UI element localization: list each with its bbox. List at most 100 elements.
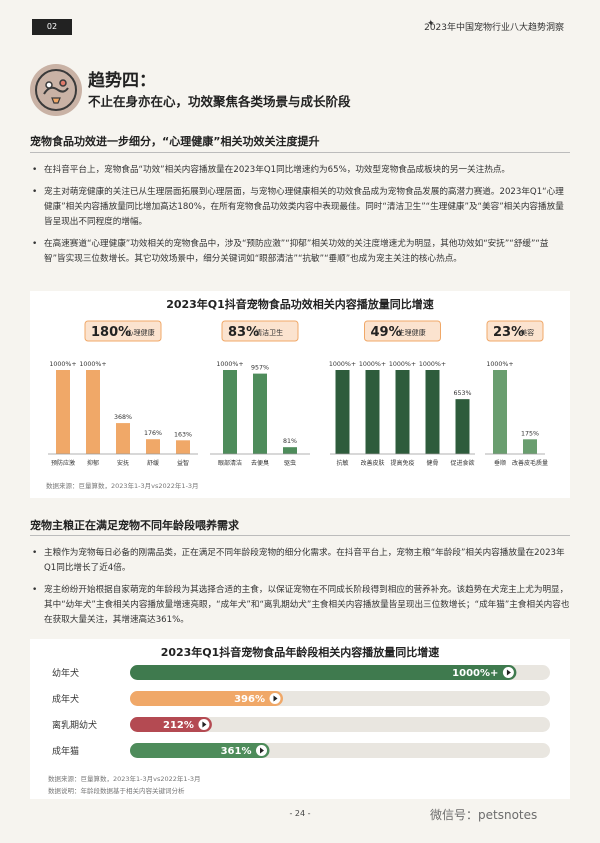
category-label: 舒缓 [147,459,159,467]
bar-眼部清洁 [223,370,237,454]
bullet-item: 在抖音平台上，宠物食品“功效”相关内容播放量在2023年Q1同比增速约为65%，… [30,163,570,178]
section-rule [30,152,570,153]
bar-value-label: 1000%+ [216,361,243,368]
report-title: 2023年中国宠物行业八大趋势洞察 [424,23,564,33]
age-chart-card: 2023年Q1抖音宠物食品年龄段相关内容播放量同比增速 幼年犬 1000%+ 成年犬… [30,639,570,799]
bar-益智 [176,440,190,454]
play-icon [506,669,511,676]
bar-改善皮毛质量 [523,439,537,454]
play-icon [273,695,278,702]
bar-健骨 [425,370,440,454]
bullet-item: 主粮作为宠物每日必备的刚需品类，正在满足不同年龄段宠物的细分化需求。在抖音平台上… [30,546,570,576]
bar-track [130,717,550,732]
bar-value-label: 175% [521,430,539,437]
group-name-label: 清洁卫生 [255,328,283,337]
section-heading-efficacy: 宠物食品功效进一步细分，“心理健康”相关功效关注度提升 [30,135,320,148]
group-label-box [221,320,299,342]
bar-value-label: 1000%+ [49,361,76,368]
bar-value-label: 1000%+ [389,361,416,368]
trend-icon [30,64,82,116]
bullet-item: 宠主纷纷开始根据自家萌宠的年龄段为其选择合适的主食，以保证宠物在不同成长阶段得到… [30,583,570,628]
bar-驱虫 [283,447,297,454]
play-icon [259,747,264,754]
bar-成年猫 [130,743,270,758]
bar-舒缓 [146,439,160,454]
category-label: 垂顺 [494,460,506,467]
bar-抑郁 [86,370,100,454]
trend-title: 趋势四： [88,71,156,91]
group-growth-label: 23% [493,325,524,340]
category-label: 安抚 [117,459,129,467]
bar-改善皮肤 [365,370,380,454]
bar-value-label: 212% [163,720,194,731]
category-label: 提高免疫 [390,459,414,467]
group-label-box [486,320,544,342]
bar-value-label: 361% [221,746,252,757]
bar-value-label: 396% [234,694,265,705]
category-label: 改善皮毛质量 [512,459,548,467]
efficacy-chart-card: 2023年Q1抖音宠物食品功效相关内容播放量同比增速 180% 心理健康 1000%… [30,291,570,498]
bar-value-label: 81% [283,438,297,445]
bar-value-label: 1000%+ [329,361,356,368]
category-label: 抗敏 [336,459,348,467]
bar-预防应激 [56,370,70,454]
bar-value-label: 1000%+ [452,668,498,679]
category-label: 健骨 [426,459,438,467]
play-icon [202,721,207,728]
page-number: - 24 - [289,809,311,818]
category-label: 预防应激 [51,459,75,467]
bar-去便臭 [253,373,267,454]
chart-source: 数据来源：巨量算数，2023年1-3月vs2022年1-3月 [46,482,199,490]
category-label: 去便臭 [251,459,269,467]
age-category-label: 幼年犬 [52,667,79,679]
category-label: 眼部清洁 [218,459,242,467]
efficacy-chart: 180%心理健康 1000%+ 预防应激 1000%+ 抑郁 368% 安抚 176% 舒缓 16… [48,320,548,467]
bar-value-label: 1000%+ [359,361,386,368]
group-growth-label: 49% [371,325,402,340]
top-bar: 02 ✦ 2023年中国宠物行业八大趋势洞察 [0,0,600,50]
trend-subtitle: 不止在身亦在心，功效聚焦各类场景与成长阶段 [88,94,351,109]
group-growth-label: 83% [228,325,259,340]
age-category-label: 成年犬 [52,693,79,705]
bar-安抚 [116,423,130,454]
group-label-box [84,320,162,342]
group-name-label: 生理健康 [398,328,426,337]
bar-抗敏 [335,370,350,454]
bar-幼年犬 [130,665,517,680]
bar-垂顺 [493,370,507,454]
bar-value-label: 1000%+ [486,361,513,368]
section-heading-age: 宠物主粮正在满足宠物不同年龄段喂养需求 [30,519,239,532]
category-label: 抑郁 [87,459,99,467]
bullet-item: 宠主对萌宠健康的关注已从生理层面拓展到心理层面，与宠物心理健康相关的功效食品成为… [30,185,570,230]
bar-value-label: 1000%+ [419,361,446,368]
age-category-label: 成年猫 [52,745,79,757]
section-rule [30,535,570,536]
age-bullets: 主粮作为宠物每日必备的刚需品类，正在满足不同年龄段宠物的细分化需求。在抖音平台上… [30,546,570,635]
watermark: 微信号：petsnotes [430,808,538,822]
bar-value-label: 163% [174,431,192,438]
group-name-label: 心理健康 [127,328,155,337]
bar-value-label: 1000%+ [79,361,106,368]
bar-促进食欲 [455,399,470,454]
category-label: 益智 [177,459,189,467]
bar-离乳期幼犬 [130,717,212,732]
chart-title: 2023年Q1抖音宠物食品年龄段相关内容播放量同比增速 [160,646,440,659]
efficacy-bullets: 在抖音平台上，宠物食品“功效”相关内容播放量在2023年Q1同比增速约为65%，… [30,163,570,274]
category-label: 改善皮肤 [360,459,384,467]
chart-title: 2023年Q1抖音宠物食品功效相关内容播放量同比增速 [166,298,434,311]
paw-icon: ✦ [427,19,435,29]
bar-成年犬 [130,691,284,706]
group-label-box [364,320,441,342]
bar-value-label: 176% [144,430,162,437]
category-label: 促进食欲 [450,459,474,467]
bar-提高免疫 [395,370,410,454]
age-category-label: 离乳期幼犬 [52,719,97,731]
age-chart: 幼年犬 1000%+ 成年犬 396% 离乳期幼犬 212% 成年猫 361% [52,665,550,758]
page-tag: 02 [32,19,72,35]
bar-value-label: 368% [114,414,132,421]
group-growth-label: 180% [91,325,131,340]
group-name-label: 美容 [520,328,534,337]
category-label: 驱虫 [284,459,296,467]
chart-source: 数据说明：年龄段数据基于相关内容关键词分析 [48,787,185,795]
bar-value-label: 653% [453,390,471,397]
